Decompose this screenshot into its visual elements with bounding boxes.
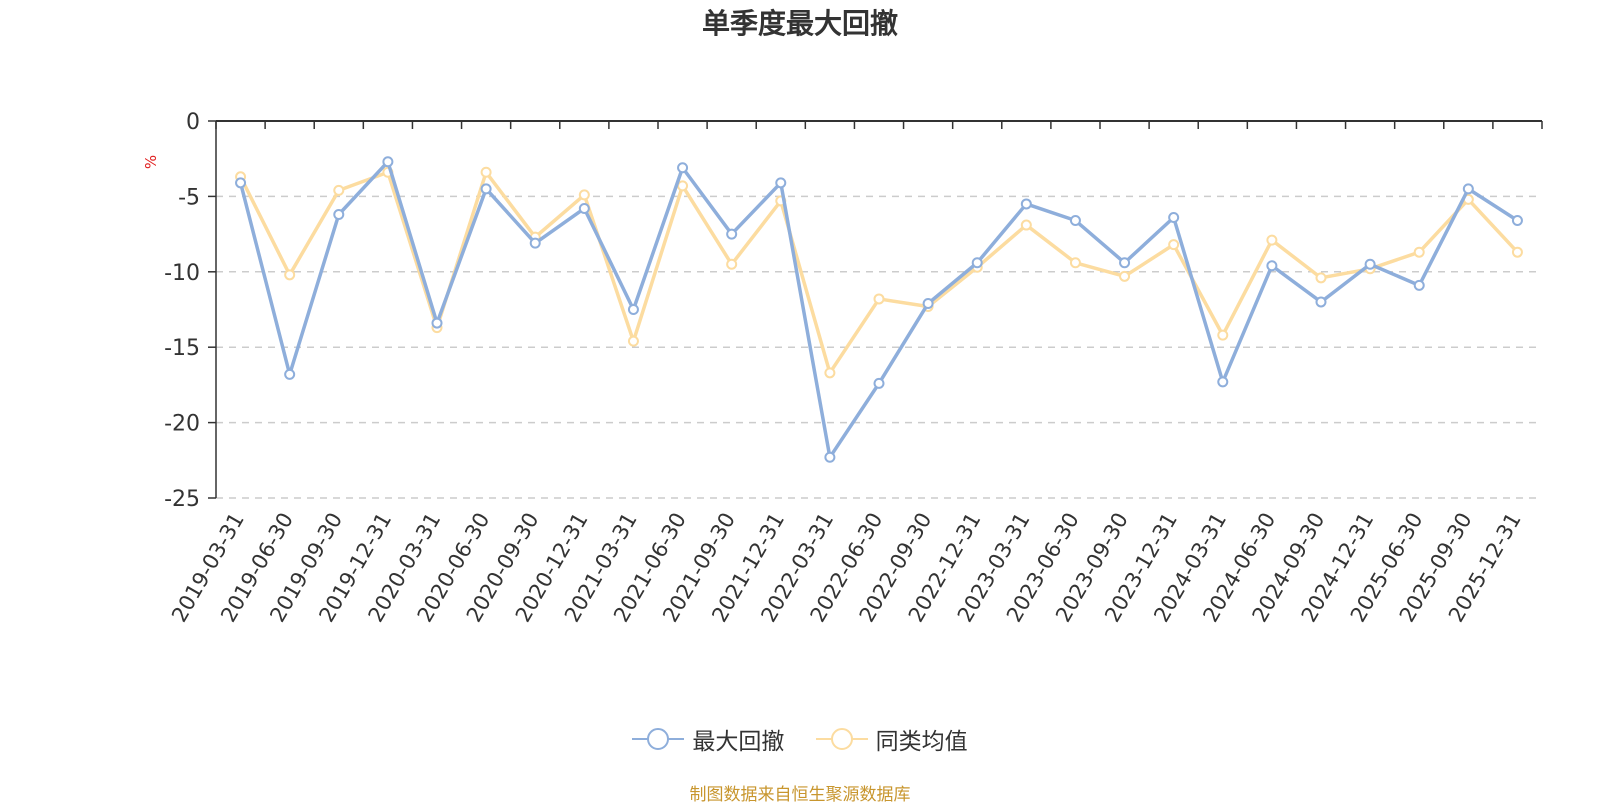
series-1-point-19	[1168, 239, 1180, 251]
series-1-point-8	[627, 335, 639, 347]
series-0-point-18	[1119, 257, 1131, 269]
series-0-point-25	[1462, 183, 1474, 195]
legend-item-peer-average[interactable]: 同类均值	[815, 722, 968, 756]
series-1-point-22	[1315, 272, 1327, 284]
series-0-point-12	[824, 451, 836, 463]
series-0-point-24	[1413, 279, 1425, 291]
series-0-point-11	[775, 177, 787, 189]
series-1-point-7	[578, 189, 590, 201]
axes	[208, 120, 1543, 499]
grid-lines	[216, 195, 1542, 499]
series-0-point-26	[1511, 215, 1523, 227]
legend-item-max-drawdown[interactable]: 最大回撤	[632, 722, 784, 756]
series-1-point-5	[480, 166, 492, 178]
series-0-point-13	[873, 377, 885, 389]
legend-label-peer-average: 同类均值	[875, 729, 968, 755]
x-tick-labels: 2019-03-312019-06-302019-09-302019-12-31…	[167, 508, 1526, 626]
y-tick-label-1: -5	[178, 185, 200, 210]
series-0	[235, 156, 1523, 463]
series-1-point-10	[726, 258, 738, 270]
series-0-point-22	[1315, 296, 1327, 308]
series-0-point-23	[1364, 258, 1376, 270]
series-1-point-17	[1069, 257, 1081, 269]
y-tick-label-0: 0	[186, 110, 200, 135]
series-1-point-24	[1413, 246, 1425, 258]
series-0-point-1	[284, 368, 296, 380]
series-0-point-19	[1168, 212, 1180, 224]
legend: 最大回撤 同类均值	[0, 722, 1600, 757]
series-0-point-21	[1266, 260, 1278, 272]
y-axis-unit-label: %	[142, 155, 160, 169]
series-0-point-14	[922, 297, 934, 309]
chart-title: 单季度最大回撤	[701, 7, 898, 40]
line-chart: % 0 -5 -10 -15 -20 -25 2019-03-312019-06-3020…	[142, 110, 1543, 626]
series	[235, 156, 1523, 463]
series-line-0	[238, 159, 1519, 460]
series-1-point-13	[873, 293, 885, 305]
series-1-point-21	[1266, 234, 1278, 246]
series-0-point-16	[1020, 198, 1032, 210]
legend-label-max-drawdown: 最大回撤	[692, 729, 785, 755]
series-1-point-26	[1511, 246, 1523, 258]
series-0-point-4	[431, 317, 443, 329]
legend-marker-max-drawdown	[632, 728, 685, 750]
series-1-point-2	[333, 184, 345, 196]
series-0-point-3	[382, 156, 394, 168]
series-1-point-16	[1020, 219, 1032, 231]
series-0-point-9	[677, 162, 689, 174]
series-1-point-12	[824, 367, 836, 379]
y-tick-label-3: -15	[164, 336, 200, 361]
series-0-point-2	[333, 208, 345, 220]
series-0-point-7	[578, 202, 590, 214]
series-0-point-15	[971, 257, 983, 269]
series-0-point-17	[1069, 215, 1081, 227]
series-0-point-10	[726, 228, 738, 240]
series-1-point-18	[1119, 270, 1131, 282]
series-0-point-6	[529, 237, 541, 249]
series-1-point-1	[284, 269, 296, 281]
series-0-point-0	[235, 177, 247, 189]
series-0-point-8	[627, 304, 639, 315]
legend-marker-peer-average	[815, 728, 868, 750]
series-0-point-20	[1217, 376, 1229, 388]
series-0-point-5	[480, 183, 492, 195]
series-1-point-9	[677, 180, 689, 192]
series-1-point-20	[1217, 329, 1229, 341]
y-tick-label-2: -10	[164, 261, 200, 286]
series-1	[235, 166, 1523, 379]
y-tick-label-4: -20	[164, 412, 200, 437]
series-line-1	[238, 170, 1519, 375]
y-tick-labels: 0 -5 -10 -15 -20 -25	[164, 110, 200, 512]
y-tick-label-5: -25	[164, 487, 200, 512]
source-note: 制图数据来自恒生聚源数据库	[689, 785, 911, 805]
